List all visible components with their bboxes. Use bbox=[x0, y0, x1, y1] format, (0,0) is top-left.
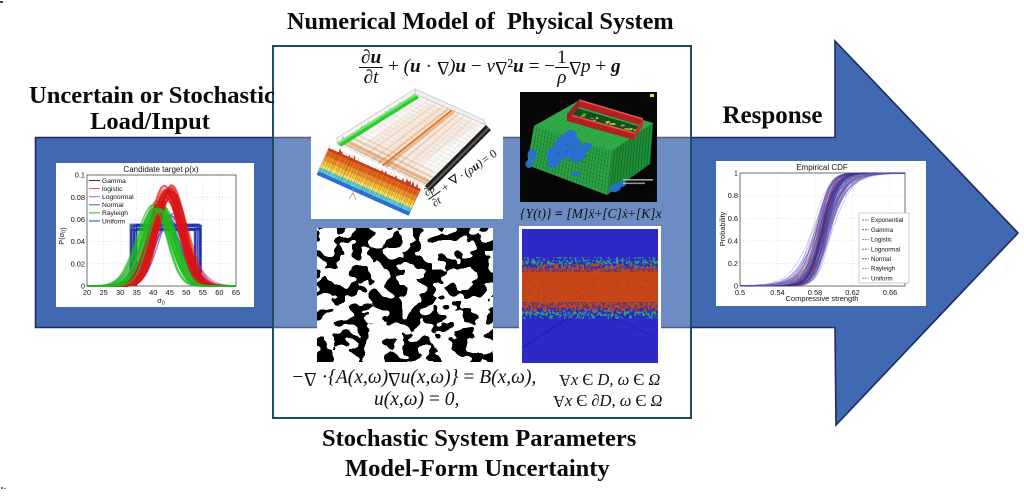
svg-text:Exponential: Exponential bbox=[871, 217, 903, 224]
svg-text:30: 30 bbox=[116, 288, 124, 297]
svg-text:0.62: 0.62 bbox=[845, 288, 859, 297]
svg-text:0.1: 0.1 bbox=[75, 171, 85, 180]
svg-text:Lognormal: Lognormal bbox=[871, 246, 900, 253]
svg-text:1: 1 bbox=[734, 169, 738, 178]
svg-text:Probability: Probability bbox=[718, 211, 727, 246]
svg-text:0.54: 0.54 bbox=[770, 288, 784, 297]
svg-text:σ0: σ0 bbox=[157, 296, 165, 307]
svg-text:0.6: 0.6 bbox=[728, 214, 738, 223]
svg-text:0.04: 0.04 bbox=[71, 237, 85, 246]
svg-text:40: 40 bbox=[149, 288, 157, 297]
svg-text:0.8: 0.8 bbox=[728, 191, 738, 200]
svg-text:Uniform: Uniform bbox=[102, 218, 126, 225]
svg-text:0.08: 0.08 bbox=[71, 193, 85, 202]
svg-text:Gamma: Gamma bbox=[102, 178, 126, 185]
svg-text:Rayleigh: Rayleigh bbox=[102, 210, 128, 217]
svg-text:·: · bbox=[456, 169, 467, 183]
svg-text:60: 60 bbox=[215, 288, 223, 297]
svg-text:0: 0 bbox=[734, 282, 738, 291]
svg-text:logistic: logistic bbox=[102, 186, 123, 193]
svg-text:Normal: Normal bbox=[102, 202, 124, 209]
svg-text:65: 65 bbox=[232, 288, 240, 297]
svg-text:0.4: 0.4 bbox=[728, 236, 738, 245]
svg-text:50: 50 bbox=[182, 288, 190, 297]
svg-text:35: 35 bbox=[133, 288, 141, 297]
svg-text:Uniform: Uniform bbox=[871, 275, 893, 282]
svg-text:Normal: Normal bbox=[871, 256, 891, 263]
svg-text:20: 20 bbox=[83, 288, 91, 297]
svg-text:0.02: 0.02 bbox=[71, 259, 85, 268]
svg-text:0.58: 0.58 bbox=[808, 288, 822, 297]
svg-text:Gamma: Gamma bbox=[871, 227, 894, 234]
svg-text:0.06: 0.06 bbox=[71, 215, 85, 224]
svg-text:Candidate target p(x): Candidate target p(x) bbox=[123, 165, 198, 174]
svg-text:Empirical CDF: Empirical CDF bbox=[796, 163, 848, 172]
svg-text:0.2: 0.2 bbox=[728, 259, 738, 268]
svg-text:Lognormal: Lognormal bbox=[102, 194, 134, 201]
svg-text:0.5: 0.5 bbox=[735, 288, 745, 297]
svg-text:P(σ0): P(σ0) bbox=[57, 227, 68, 244]
svg-text:55: 55 bbox=[199, 288, 207, 297]
svg-text:Compressive strength: Compressive strength bbox=[786, 294, 859, 303]
svg-text:0.66: 0.66 bbox=[883, 288, 897, 297]
svg-text:Rayleigh: Rayleigh bbox=[871, 266, 896, 273]
svg-text:45: 45 bbox=[166, 288, 174, 297]
svg-text:25: 25 bbox=[99, 288, 107, 297]
svg-text:0: 0 bbox=[81, 282, 85, 291]
svg-text:Logistic: Logistic bbox=[871, 237, 892, 244]
